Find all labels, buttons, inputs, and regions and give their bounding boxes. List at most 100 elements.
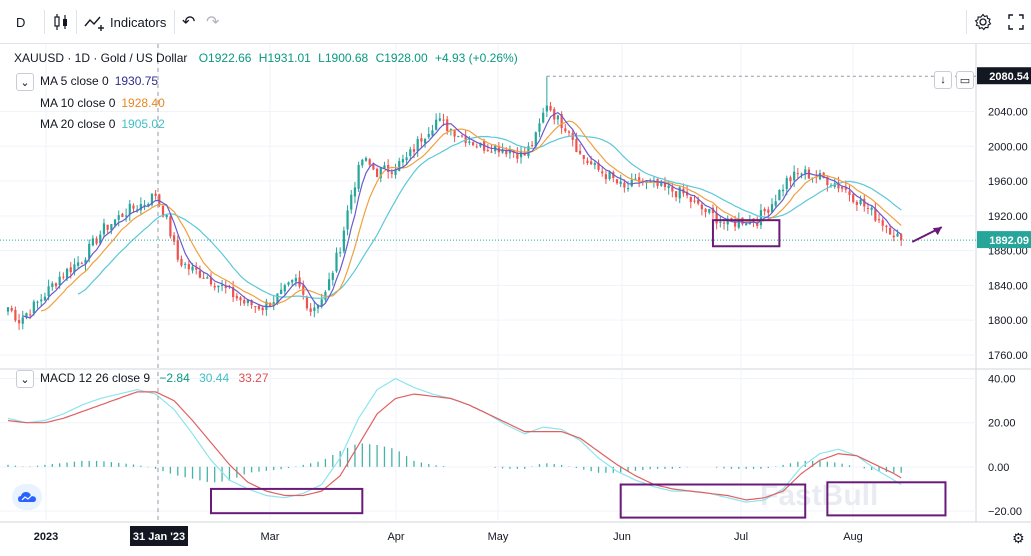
candle-body (294, 278, 297, 282)
candle-body (265, 301, 268, 310)
candle-body (471, 142, 475, 146)
ma10-legend: MA 10 close 0 1928.40 (40, 96, 165, 110)
last-price-badge: 1892.09 (989, 235, 1029, 247)
candle-body (763, 209, 766, 212)
candle-body (475, 146, 478, 148)
indicators-button[interactable]: Indicators (84, 0, 166, 44)
candle-body (571, 133, 574, 140)
candle-body (132, 205, 135, 209)
candle-body (54, 283, 58, 287)
chart-canvas[interactable]: FastBull 1760.001800.001840.001880.00192… (0, 44, 1031, 556)
candle-body (778, 189, 781, 201)
candle-body (490, 151, 493, 153)
fullscreen-button[interactable] (1008, 0, 1024, 44)
candle-body (73, 264, 76, 273)
candle-body (180, 258, 183, 266)
redo-button[interactable]: ↷ (206, 0, 219, 44)
candle-body (578, 150, 582, 154)
interval-button[interactable]: D (16, 0, 25, 44)
last-price-badge-bg (977, 231, 1031, 249)
maximize-pane-button[interactable]: ▭ (956, 71, 974, 89)
highlight-box (826, 481, 947, 517)
candle-body (693, 200, 696, 202)
candle-body (364, 158, 368, 161)
tradingview-logo-button[interactable] (12, 484, 42, 510)
candle-body (789, 177, 792, 182)
candle-body (870, 207, 873, 210)
candle-body (453, 130, 456, 137)
candle-body (593, 163, 596, 165)
candle-body (756, 223, 759, 226)
gear-icon (974, 13, 992, 31)
signal-line (7, 391, 902, 501)
candle-body (796, 173, 799, 175)
candle-body (601, 171, 604, 174)
candle-body (239, 297, 242, 301)
candle-body (88, 243, 91, 259)
candle-body (722, 222, 726, 224)
ma20-legend: MA 20 close 0 1905.02 (40, 117, 165, 131)
candle-body (95, 238, 98, 244)
candle-body (17, 320, 21, 324)
ma5-value: 1930.75 (114, 74, 159, 88)
candle-body (250, 299, 253, 306)
candle-body (630, 179, 633, 187)
candle-body (195, 267, 198, 270)
candle-body (726, 218, 729, 225)
undo-button[interactable]: ↶ (182, 0, 195, 44)
ohlc-open: O1922.66 (198, 51, 252, 65)
candle-body (80, 263, 83, 265)
candle-body (383, 165, 386, 169)
candle-body (877, 219, 881, 221)
candle-body (69, 267, 72, 273)
macd-legend: MACD 12 26 close 9 −2.84 30.44 33.27 (40, 371, 269, 385)
indicators-icon (84, 16, 104, 31)
candle-body (99, 234, 102, 244)
scroll-down-button[interactable]: ↓ (934, 71, 952, 89)
candle-body (575, 139, 578, 152)
axis-labels: 1760.00 1800.00 1840.00 1880.00 1920.00 1960.… (34, 44, 1031, 546)
chart-type-button[interactable] (52, 0, 70, 44)
candle-body (556, 115, 560, 120)
toolbar-divider (174, 10, 175, 34)
crosshair-date-bg (130, 526, 188, 546)
price-axis-tick: 1840.00 (988, 280, 1028, 292)
undo-icon: ↶ (182, 14, 196, 31)
candle-body (881, 220, 884, 226)
ohlc-change: +4.93 (+0.26%) (434, 51, 518, 65)
candle-body (287, 282, 290, 285)
time-settings-button[interactable]: ⚙ (1012, 530, 1025, 547)
candle-body (21, 317, 24, 324)
candle-body (150, 193, 154, 205)
macd-line-value: 30.44 (199, 371, 230, 385)
candle-body (165, 214, 168, 218)
collapse-legend-button[interactable]: ⌄ (16, 73, 34, 91)
candle-body (715, 212, 718, 224)
candle-body (139, 203, 142, 211)
candle-body (505, 150, 508, 155)
price-series (0, 75, 976, 330)
candle-body (409, 149, 412, 157)
ma5-line (22, 112, 902, 319)
price-axis-tick: 1800.00 (988, 315, 1028, 327)
candle-body (663, 181, 667, 188)
candle-body (357, 164, 360, 189)
candle-body (102, 223, 106, 235)
ma20-line (77, 135, 902, 299)
candle-body (674, 191, 678, 198)
time-axis-tick: Aug (843, 531, 863, 543)
candle-body (10, 308, 13, 311)
candle-body (6, 307, 10, 312)
candle-body (704, 208, 707, 213)
candle-body (202, 277, 205, 279)
toolbar-divider (76, 10, 77, 34)
settings-button[interactable] (974, 0, 992, 44)
collapse-macd-button[interactable]: ⌄ (16, 370, 34, 388)
time-axis-tick: Mar (261, 531, 280, 543)
arrow-down-icon: ↓ (940, 74, 946, 86)
candle-body (689, 196, 692, 202)
candle-body (51, 283, 54, 287)
candle-body (77, 262, 80, 266)
candle-body (468, 141, 471, 143)
candle-body (147, 204, 150, 207)
